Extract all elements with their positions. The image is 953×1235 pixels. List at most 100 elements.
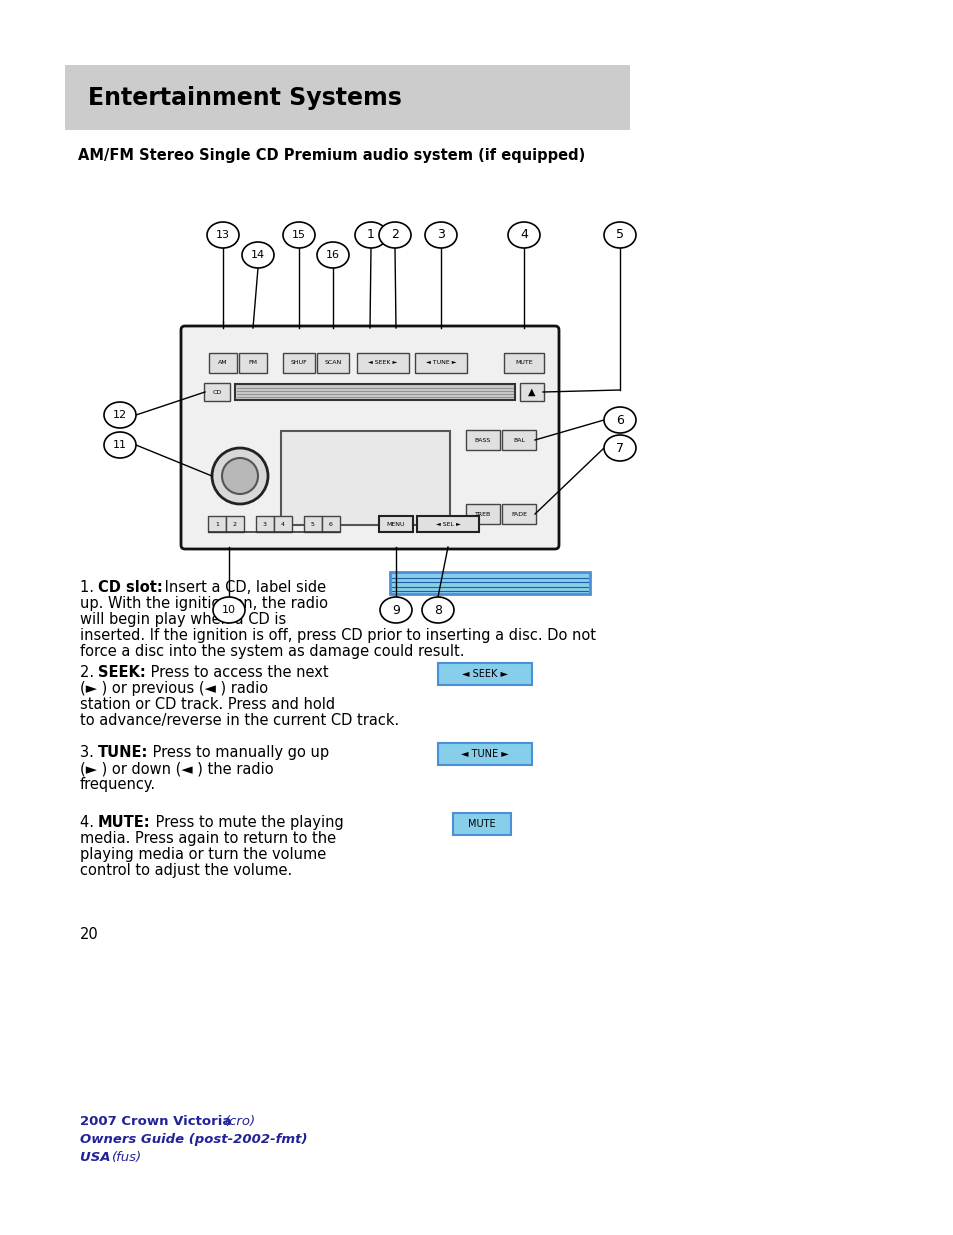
Text: 1: 1 [214,521,218,526]
FancyBboxPatch shape [378,516,413,532]
Text: BASS: BASS [475,437,491,442]
Text: (► ) or previous (◄ ) radio: (► ) or previous (◄ ) radio [80,680,268,697]
Text: 13: 13 [215,230,230,240]
Text: MUTE: MUTE [515,361,533,366]
Text: MENU: MENU [386,521,405,526]
Text: ◄ SEEK ►: ◄ SEEK ► [368,361,397,366]
Text: 4: 4 [281,521,285,526]
FancyBboxPatch shape [234,384,515,400]
Text: SCAN: SCAN [324,361,341,366]
Text: USA: USA [80,1151,115,1165]
Text: to advance/reverse in the current CD track.: to advance/reverse in the current CD tra… [80,713,399,727]
Text: 16: 16 [326,249,339,261]
Ellipse shape [603,435,636,461]
Text: 15: 15 [292,230,306,240]
Text: 8: 8 [434,604,441,616]
Text: station or CD track. Press and hold: station or CD track. Press and hold [80,697,335,713]
Text: 11: 11 [112,440,127,450]
Ellipse shape [104,432,136,458]
Text: 2: 2 [391,228,398,242]
Ellipse shape [104,403,136,429]
FancyBboxPatch shape [501,504,536,524]
Text: Press to mute the playing: Press to mute the playing [151,815,343,830]
Ellipse shape [507,222,539,248]
Text: SHUF: SHUF [291,361,307,366]
Text: Owners Guide (post-2002-fmt): Owners Guide (post-2002-fmt) [80,1132,307,1146]
Text: will begin play when a CD is: will begin play when a CD is [80,613,286,627]
FancyBboxPatch shape [226,516,244,532]
Text: 4: 4 [519,228,527,242]
Text: FM: FM [248,361,257,366]
Ellipse shape [355,222,387,248]
Text: 14: 14 [251,249,265,261]
Text: control to adjust the volume.: control to adjust the volume. [80,863,292,878]
Ellipse shape [207,222,239,248]
FancyBboxPatch shape [209,353,236,373]
FancyBboxPatch shape [322,516,339,532]
Text: ◄ TUNE ►: ◄ TUNE ► [460,748,508,760]
Text: 6: 6 [329,521,333,526]
FancyBboxPatch shape [239,353,267,373]
Ellipse shape [603,222,636,248]
Text: inserted. If the ignition is off, press CD prior to inserting a disc. Do not: inserted. If the ignition is off, press … [80,629,596,643]
Text: 4.: 4. [80,815,98,830]
Text: 9: 9 [392,604,399,616]
Text: 10: 10 [222,605,235,615]
FancyBboxPatch shape [283,353,314,373]
FancyBboxPatch shape [356,353,409,373]
Text: AM: AM [218,361,228,366]
Ellipse shape [316,242,349,268]
Text: ▲: ▲ [528,387,536,396]
Text: TUNE:: TUNE: [98,745,149,760]
FancyBboxPatch shape [208,516,226,532]
Text: FADE: FADE [511,511,526,516]
Ellipse shape [378,222,411,248]
FancyBboxPatch shape [316,353,349,373]
FancyBboxPatch shape [281,431,450,525]
Text: playing media or turn the volume: playing media or turn the volume [80,847,326,862]
Text: media. Press again to return to the: media. Press again to return to the [80,831,335,846]
FancyBboxPatch shape [181,326,558,550]
Text: MUTE: MUTE [468,819,496,829]
Text: 2007 Crown Victoria: 2007 Crown Victoria [80,1115,235,1128]
Ellipse shape [283,222,314,248]
Text: 1: 1 [367,228,375,242]
FancyBboxPatch shape [304,516,322,532]
Text: (cro): (cro) [225,1115,255,1128]
Text: SEEK:: SEEK: [98,664,146,680]
Text: 3: 3 [263,521,267,526]
Text: 2.: 2. [80,664,99,680]
FancyBboxPatch shape [204,383,230,401]
Text: Entertainment Systems: Entertainment Systems [88,85,401,110]
Text: 2: 2 [233,521,236,526]
Text: 1.: 1. [80,580,98,595]
FancyBboxPatch shape [465,504,499,524]
FancyBboxPatch shape [415,353,467,373]
Text: Press to manually go up: Press to manually go up [148,745,329,760]
Text: Insert a CD, label side: Insert a CD, label side [160,580,326,595]
FancyBboxPatch shape [453,813,511,835]
FancyBboxPatch shape [416,516,478,532]
Ellipse shape [242,242,274,268]
Text: 5: 5 [616,228,623,242]
FancyBboxPatch shape [465,430,499,450]
Text: 12: 12 [112,410,127,420]
Text: ◄ SEL ►: ◄ SEL ► [436,521,460,526]
FancyBboxPatch shape [519,383,543,401]
Text: 20: 20 [80,927,99,942]
Ellipse shape [379,597,412,622]
Text: (fus): (fus) [112,1151,142,1165]
Circle shape [212,448,268,504]
Text: 7: 7 [616,441,623,454]
Text: force a disc into the system as damage could result.: force a disc into the system as damage c… [80,643,464,659]
Ellipse shape [424,222,456,248]
FancyBboxPatch shape [437,743,532,764]
Text: CD slot:: CD slot: [98,580,163,595]
Text: frequency.: frequency. [80,777,156,792]
Text: up. With the ignition on, the radio: up. With the ignition on, the radio [80,597,328,611]
Text: TREB: TREB [475,511,491,516]
Circle shape [222,458,257,494]
Text: 5: 5 [311,521,314,526]
FancyBboxPatch shape [274,516,292,532]
Text: BAL: BAL [513,437,524,442]
